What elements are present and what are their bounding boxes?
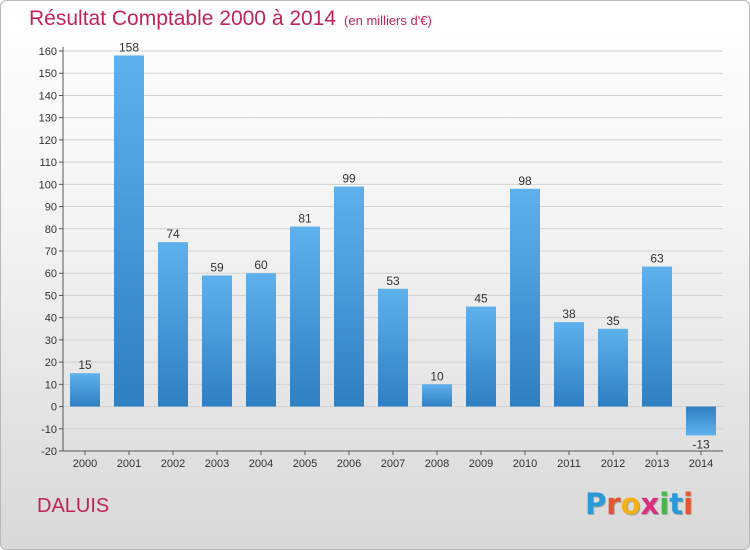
y-tick-label: 50 [45, 290, 57, 302]
data-label: 10 [430, 369, 444, 383]
bar [598, 328, 628, 407]
y-tick-label: 100 [39, 179, 57, 191]
x-tick-label: 2006 [337, 458, 361, 470]
logo-letter: o [620, 487, 641, 521]
chart-title-text: Résultat Comptable 2000 à 2014 [29, 7, 337, 30]
bar [642, 266, 672, 407]
x-tick-label: 2008 [425, 458, 449, 470]
data-label: 74 [166, 227, 180, 241]
y-tick-label: 110 [39, 157, 57, 169]
data-label: 63 [650, 252, 664, 266]
y-tick-label: 120 [39, 135, 57, 147]
y-tick-label: 40 [45, 313, 57, 325]
data-label: 15 [78, 358, 92, 372]
logo-letter: r [606, 487, 621, 521]
bar [510, 188, 540, 407]
data-label: 98 [518, 174, 532, 188]
x-tick-label: 2004 [249, 458, 273, 470]
commune-name: DALUIS [37, 495, 110, 517]
logo-letter: x [640, 487, 660, 521]
data-label: 81 [298, 212, 312, 226]
x-tick-label: 2001 [117, 458, 141, 470]
y-tick-label: 140 [39, 90, 57, 102]
bar [158, 242, 188, 407]
x-tick-label: 2010 [513, 458, 537, 470]
y-tick-label: 60 [45, 268, 57, 280]
bar [422, 384, 452, 407]
data-label: 158 [119, 40, 139, 54]
y-tick-label: 0 [51, 402, 57, 414]
logo-letter: t [669, 487, 684, 521]
bar [378, 288, 408, 407]
bar [202, 275, 232, 407]
x-tick-label: 2009 [469, 458, 493, 470]
x-tick-label: 2013 [645, 458, 669, 470]
bar [246, 273, 276, 407]
y-tick-label: 90 [45, 202, 57, 214]
chart-subtitle: (en milliers d'€) [344, 13, 432, 28]
x-tick-label: 2014 [689, 458, 713, 470]
bar [290, 226, 320, 407]
x-tick-label: 2000 [73, 458, 97, 470]
y-tick-label: -20 [41, 446, 57, 458]
y-tick-label: -10 [41, 424, 57, 436]
data-label: 99 [342, 172, 356, 186]
logo-letter: P [585, 487, 607, 521]
bar [70, 373, 100, 407]
y-tick-label: 150 [39, 68, 57, 80]
data-label: 35 [606, 314, 620, 328]
logo-letter: i [683, 487, 694, 521]
data-label: 59 [210, 260, 224, 274]
y-tick-label: 160 [39, 46, 57, 58]
chart-title: Résultat Comptable 2000 à 2014 (en millie… [29, 7, 432, 31]
bar [114, 55, 144, 407]
data-label: 60 [254, 258, 268, 272]
logo-letter: i [659, 487, 670, 521]
bar [466, 306, 496, 407]
y-tick-label: 130 [39, 113, 57, 125]
bar [686, 406, 716, 436]
x-tick-label: 2002 [161, 458, 185, 470]
y-tick-label: 20 [45, 357, 57, 369]
x-tick-label: 2007 [381, 458, 405, 470]
proxiti-logo: Proxiti [585, 487, 693, 521]
y-tick-label: 80 [45, 224, 57, 236]
data-label: 53 [386, 274, 400, 288]
x-tick-label: 2012 [601, 458, 625, 470]
x-tick-label: 2003 [205, 458, 229, 470]
bar [554, 322, 584, 407]
x-tick-label: 2005 [293, 458, 317, 470]
bar [334, 186, 364, 407]
x-tick-label: 2011 [557, 458, 581, 470]
y-tick-label: 10 [45, 379, 57, 391]
data-label: -13 [692, 437, 710, 451]
data-label: 38 [562, 307, 576, 321]
data-label: 45 [474, 292, 488, 306]
y-tick-label: 70 [45, 246, 57, 258]
y-tick-label: 30 [45, 335, 57, 347]
